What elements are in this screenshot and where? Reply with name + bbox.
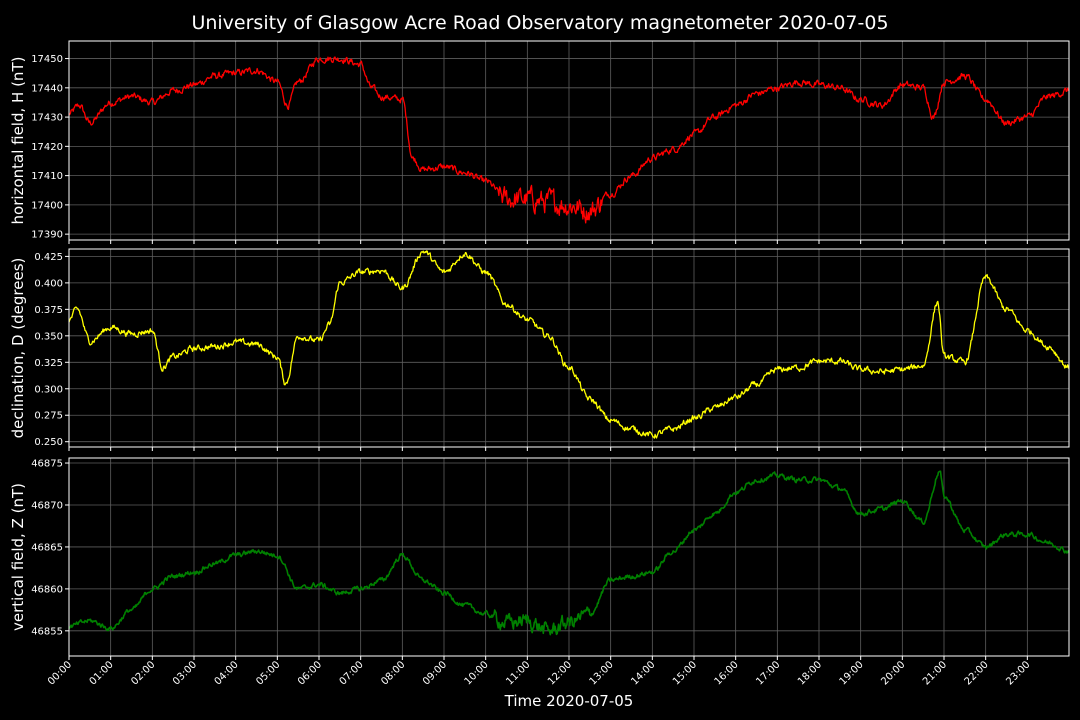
y-axis-label-declination: declination, D (degrees) [9,258,27,439]
y-tick-label: 0.300 [34,384,63,395]
y-tick-label: 46855 [31,626,63,637]
x-axis-label: Time 2020-07-05 [504,692,634,710]
y-axis-label-horizontal: horizontal field, H (nT) [9,57,27,225]
panel-frame [68,457,1070,657]
y-tick-label: 46860 [31,584,63,595]
panel-vertical: 46855 46860 46865 46870 46875 vertical field,… [9,457,1070,660]
y-tick-label: 17440 [31,83,63,94]
panel-declination: 0.250 0.275 0.300 0.325 0.350 0.375 0.400 0.425… [9,248,1070,451]
y-tick-label: 0.350 [34,331,63,342]
y-tick-label: 17390 [31,230,63,241]
chart-panels: 17390 17400 17410 17420 17430 17440 17450 horiz… [9,40,1070,660]
y-tick-label: 0.325 [34,358,63,369]
chart-title: University of Glasgow Acre Road Observat… [191,12,888,34]
y-tick-label: 17410 [31,171,63,182]
y-tick-label: 0.425 [34,252,63,263]
y-tick-label: 17430 [31,113,63,124]
y-tick-label: 17400 [31,200,63,211]
y-tick-label: 46865 [31,542,63,553]
y-axis-label-vertical: vertical field, Z (nT) [9,483,27,631]
y-tick-label: 17420 [31,142,63,153]
y-tick-label: 0.275 [34,411,63,422]
y-tick-label: 0.400 [34,278,63,289]
y-tick-label: 17450 [31,54,63,65]
y-tick-label: 0.250 [34,437,63,448]
panel-horizontal: 17390 17400 17410 17420 17430 17440 17450 horiz… [9,40,1070,244]
series-vertical-line [68,470,1070,636]
series-horizontal-line [68,56,1070,224]
series-declination-line [68,250,1070,439]
y-tick-label: 46875 [31,459,63,470]
panel-frame [68,248,1070,448]
y-tick-label: 46870 [31,500,63,511]
y-tick-label: 0.375 [34,305,63,316]
panel-frame [68,40,1070,241]
